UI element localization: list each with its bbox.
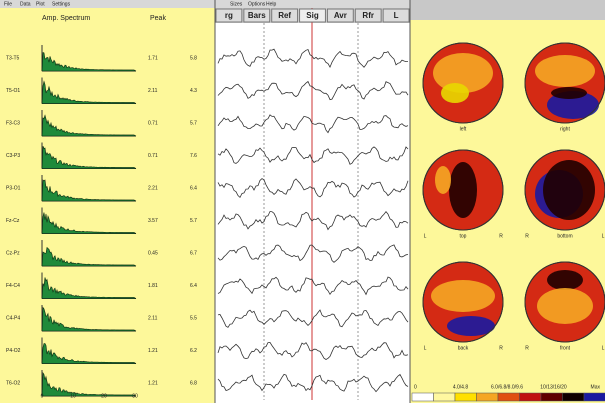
color-bar-segment (455, 393, 477, 401)
amplitude-value: 1.71 (148, 55, 158, 61)
menu-item[interactable]: Sizes (230, 1, 243, 7)
scale-label: 0 (414, 384, 417, 390)
map-region (441, 83, 469, 103)
tab-label[interactable]: Sig (306, 11, 319, 20)
map-label: L (424, 233, 427, 239)
scale-label: 10/13/16/20 (540, 384, 567, 390)
color-bar-segment (412, 393, 434, 401)
x-axis-label: 0 (41, 393, 44, 399)
amplitude-value: 1.21 (148, 380, 158, 386)
scale-label: Max (591, 384, 601, 390)
map-region (435, 166, 451, 194)
map-label: right (560, 126, 570, 132)
channel-label: P4-O2 (6, 348, 21, 354)
map-region (551, 87, 587, 99)
map-label: L (602, 345, 605, 351)
channel-label: F3-C3 (6, 120, 20, 126)
channel-label: Fz-Cz (6, 218, 20, 224)
x-axis-label: 10 (70, 393, 76, 399)
menu-item[interactable]: File (4, 1, 12, 7)
amplitude-value: 3.57 (148, 218, 158, 224)
scale-label: 4.0/4.8 (453, 384, 469, 390)
menu-item[interactable]: Options (248, 1, 266, 7)
amplitude-value: 0.71 (148, 153, 158, 159)
peak-value: 7.6 (190, 153, 197, 159)
map-label: R (499, 345, 503, 351)
tab-label[interactable]: L (394, 11, 399, 20)
peak-header: Peak (150, 15, 166, 22)
channel-label: T5-O1 (6, 88, 20, 94)
map-label: R (499, 233, 503, 239)
color-bar-segment (520, 393, 542, 401)
map-region (543, 160, 595, 220)
amplitude-value: 2.11 (148, 88, 158, 94)
amplitude-value: 2.11 (148, 315, 158, 321)
amplitude-value: 2.21 (148, 185, 158, 191)
amplitude-value: 1.81 (148, 283, 158, 289)
color-bar-segment (477, 393, 499, 401)
peak-value: 5.8 (190, 55, 197, 61)
channel-label: P3-O1 (6, 185, 21, 191)
color-bar-segment (563, 393, 585, 401)
peak-value: 5.7 (190, 120, 197, 126)
map-label: R (525, 233, 529, 239)
channel-label: C4-P4 (6, 315, 20, 321)
tab-label[interactable]: Ref (278, 11, 291, 20)
peak-value: 6.2 (190, 348, 197, 354)
peak-value: 6.4 (190, 283, 197, 289)
color-bar-segment (541, 393, 563, 401)
channel-label: Cz-Pz (6, 250, 20, 256)
peak-value: 5.7 (190, 218, 197, 224)
menu-bar (215, 0, 410, 8)
color-bar-segment (498, 393, 520, 401)
color-bar-segment (584, 393, 605, 401)
menu-item[interactable]: Settings (52, 1, 71, 7)
map-label: R (525, 345, 529, 351)
peak-value: 4.3 (190, 88, 197, 94)
peak-value: 6.7 (190, 250, 197, 256)
tab-label[interactable]: Bars (248, 11, 266, 20)
menu-item[interactable]: Data (20, 1, 31, 7)
map-region (537, 288, 593, 324)
map-label: front (560, 345, 571, 351)
spectrum-header: Amp. Spectrum (42, 15, 90, 22)
peak-value: 6.4 (190, 185, 197, 191)
map-region (535, 55, 595, 87)
toolbar (410, 0, 605, 20)
menu-item[interactable]: Help (266, 1, 277, 7)
peak-value: 6.8 (190, 380, 197, 386)
map-label: back (458, 345, 469, 351)
tab-label[interactable]: Rfr (362, 11, 374, 20)
peak-value: 5.5 (190, 315, 197, 321)
scale-label: 6.0/6.8/8.0/9.6 (491, 384, 523, 390)
menu-item[interactable]: Plot (36, 1, 45, 7)
map-region (449, 162, 477, 218)
map-region (431, 280, 495, 312)
channel-label: T3-T5 (6, 55, 20, 61)
amplitude-value: 0.45 (148, 250, 158, 256)
x-axis-label: 30 (132, 393, 138, 399)
color-bar-segment (434, 393, 456, 401)
map-label: L (602, 233, 605, 239)
channel-label: T6-O2 (6, 380, 20, 386)
eeg-window: Amp. Spectrum Peak File Data Plot Settings S… (0, 0, 605, 403)
tab-label[interactable]: rg (225, 11, 233, 20)
x-axis-label: 20 (101, 393, 107, 399)
map-label: top (460, 233, 467, 239)
map-label: L (424, 345, 427, 351)
map-label: left (460, 126, 467, 132)
amplitude-value: 0.71 (148, 120, 158, 126)
channel-label: C3-P3 (6, 153, 20, 159)
channel-label: F4-C4 (6, 283, 20, 289)
map-label: bottom (557, 233, 572, 239)
amplitude-value: 1.21 (148, 348, 158, 354)
tab-label[interactable]: Avr (334, 11, 347, 20)
map-region (547, 270, 583, 290)
menu-bar (0, 0, 215, 8)
